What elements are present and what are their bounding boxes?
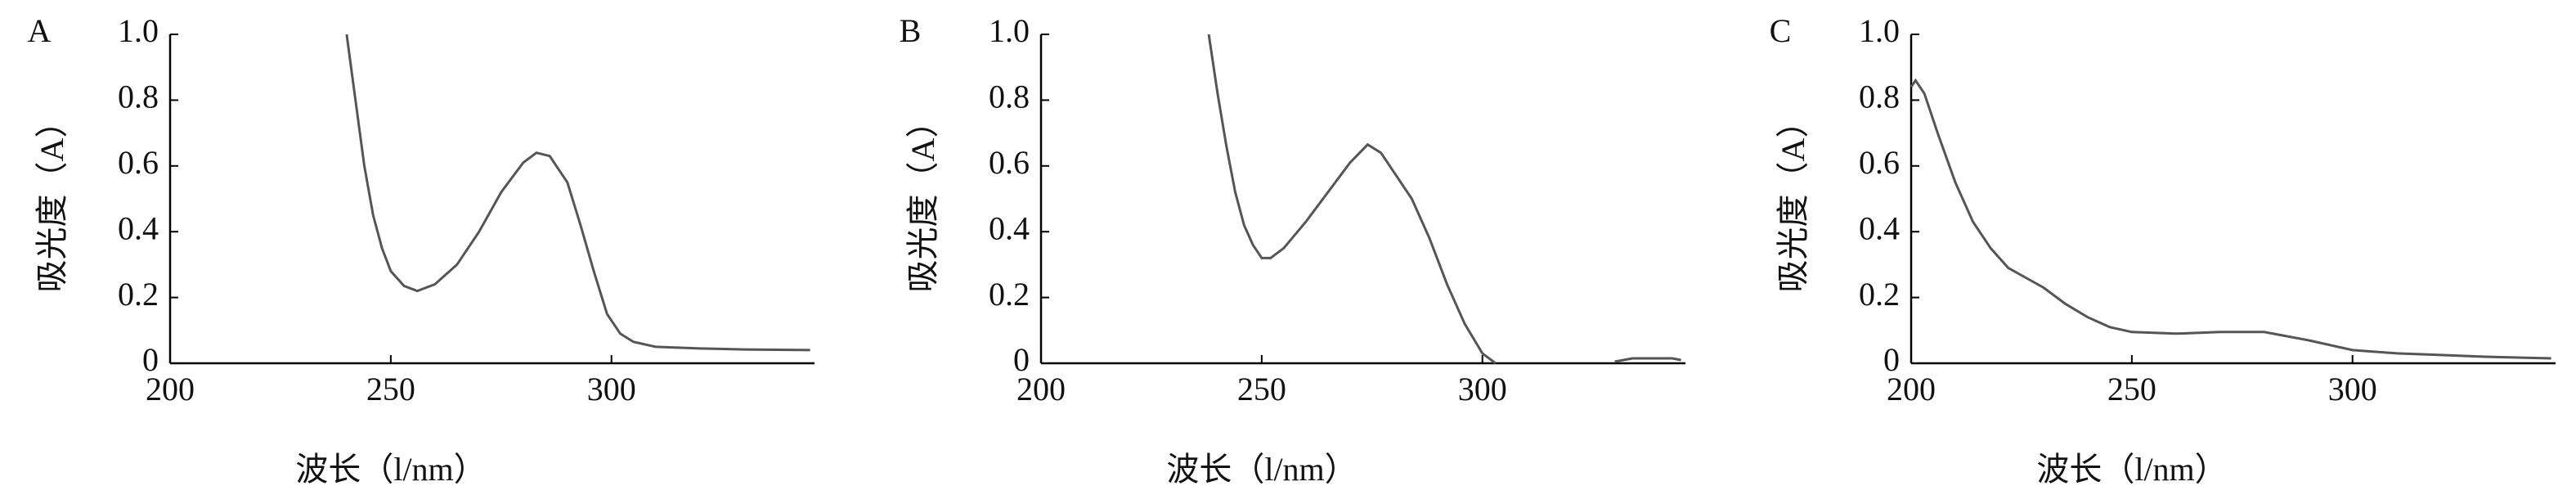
x-axis-label: 波长（l/nm） [295, 451, 486, 488]
y-tick-label: 0 [1013, 341, 1030, 378]
y-axis-label: 吸光度（A） [1775, 106, 1811, 293]
panel-label: A [28, 12, 52, 49]
y-tick-label: 0.6 [118, 144, 159, 181]
x-tick-label: 200 [146, 371, 195, 407]
x-tick-label: 250 [2107, 371, 2156, 407]
y-tick-label: 0 [1883, 341, 1900, 378]
y-tick-label: 1.0 [1859, 12, 1900, 49]
x-tick-label: 300 [587, 371, 636, 407]
y-tick-label: 0.6 [1859, 144, 1900, 181]
y-tick-label: 1.0 [989, 12, 1030, 49]
spectrum-line [1910, 78, 2551, 360]
y-tick-label: 0.2 [118, 276, 159, 313]
y-tick-label: 0.4 [1859, 209, 1900, 246]
panel-label: B [900, 12, 922, 49]
panel-label: C [1770, 12, 1792, 49]
y-axis-label: 吸光度（A） [34, 106, 70, 293]
y-tick-label: 0.4 [989, 209, 1030, 246]
y-tick-label: 0.2 [989, 276, 1030, 313]
y-tick-label: 0.6 [989, 144, 1030, 181]
x-tick-label: 300 [1458, 371, 1507, 407]
y-tick-label: 0.8 [118, 79, 159, 115]
x-axis-label: 波长（l/nm） [1166, 451, 1357, 488]
y-tick-label: 0.2 [1859, 276, 1900, 313]
x-tick-label: 200 [1016, 371, 1066, 407]
x-tick-label: 200 [1887, 371, 1936, 407]
x-axis-label: 波长（l/nm） [2036, 451, 2227, 488]
y-tick-label: 0.4 [118, 209, 159, 246]
y-tick-label: 1.0 [118, 12, 159, 49]
x-tick-label: 250 [1237, 371, 1286, 407]
y-tick-label: 0.8 [989, 79, 1030, 115]
y-axis-label: 吸光度（A） [904, 106, 941, 293]
spectrum-line [345, 34, 810, 352]
x-tick-label: 300 [2328, 371, 2377, 407]
y-tick-label: 0 [142, 341, 159, 378]
y-tick-label: 0.8 [1859, 79, 1900, 115]
spectrum-line [1207, 34, 1681, 365]
x-tick-label: 250 [366, 371, 415, 407]
